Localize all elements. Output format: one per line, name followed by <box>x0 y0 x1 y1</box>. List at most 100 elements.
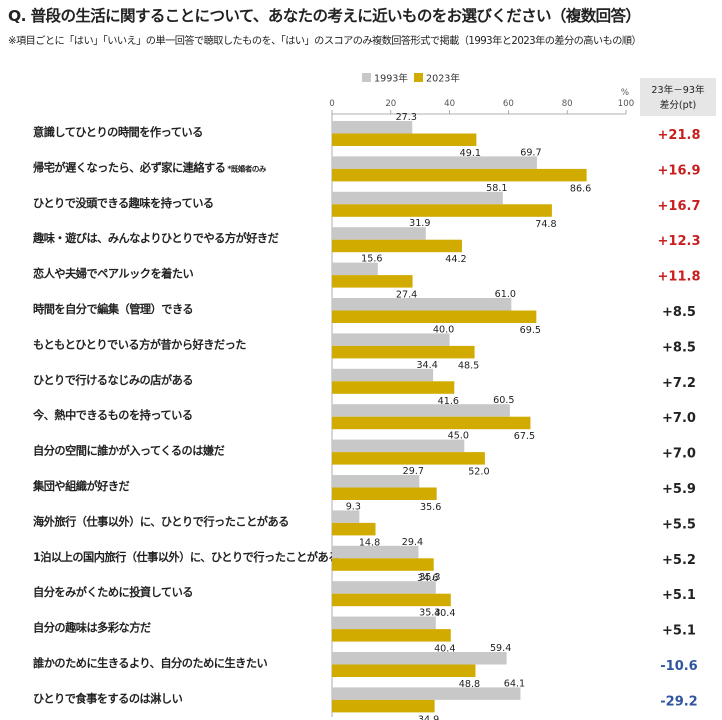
bar-2023 <box>332 558 434 571</box>
value-label-1993: 35.3 <box>419 572 440 583</box>
category-label: 時間を自分で編集（管理）できる <box>33 302 193 316</box>
legend: 1993年 2023年 <box>362 73 460 85</box>
chart-row: 趣味・遊びは、みんなよりひとりでやる方が好きだ 31.9 44.2 +12.3 <box>32 218 700 265</box>
chart-row: 誰かのために生きるより、自分のために生きたい 59.4 48.8 -10.6 <box>33 643 698 690</box>
category-note: *既婚者のみ <box>227 163 266 173</box>
category-label: 集団や組織が好きだ <box>32 479 130 493</box>
bar-1993 <box>332 368 434 382</box>
x-tick-label: 20 <box>385 99 396 109</box>
value-label-1993: 34.4 <box>416 360 437 371</box>
x-tick-label: 0 <box>329 99 334 109</box>
diff-value: +16.9 <box>658 163 701 178</box>
value-label-1993: 64.1 <box>504 678 525 689</box>
category-label: ひとりで食事をするのは淋しい <box>33 691 183 705</box>
value-label-1993: 9.3 <box>346 501 361 512</box>
diff-header-bg <box>640 78 716 116</box>
bar-2023 <box>332 204 552 217</box>
value-label-1993: 31.9 <box>409 218 430 229</box>
value-label-2023: 34.9 <box>418 714 439 720</box>
chart-row: 1泊以上の国内旅行（仕事以外）に、ひとりで行ったことがある 29.4 34.6 +5.… <box>33 537 696 584</box>
legend-swatch-1 <box>414 73 423 82</box>
value-label-1993: 69.7 <box>520 147 541 158</box>
chart-row: ひとりで食事をするのは淋しい 64.1 34.9 -29.2 <box>33 678 698 720</box>
bar-2023 <box>332 345 475 359</box>
x-unit-label: % <box>621 88 629 98</box>
category-label: もともとひとりでいる方が昔から好きだった <box>33 337 246 351</box>
diff-value: +5.9 <box>662 482 696 497</box>
diff-value: +7.0 <box>662 447 696 462</box>
diff-header-line1: 23年－93年 <box>651 84 705 96</box>
value-label-1993: 27.3 <box>396 112 417 123</box>
category-label: 1泊以上の国内旅行（仕事以外）に、ひとりで行ったことがある <box>33 550 339 564</box>
diff-value: +5.1 <box>662 588 696 603</box>
chart-row: ひとりで行けるなじみの店がある 34.4 41.6 +7.2 <box>33 360 696 407</box>
category-label: ひとりで没頭できる趣味を持っている <box>33 196 214 210</box>
bar-2023 <box>332 133 477 146</box>
diff-value: +16.7 <box>658 199 701 214</box>
diff-value: +5.5 <box>662 517 696 532</box>
category-label: 自分の趣味は多彩な方だ <box>33 621 151 635</box>
category-label: 誰かのために生きるより、自分のために生きたい <box>33 656 268 670</box>
chart-row: 集団や組織が好きだ 29.7 35.6 +5.9 <box>32 466 696 513</box>
value-label-2023: 67.5 <box>514 431 535 442</box>
diff-value: +11.8 <box>658 270 701 285</box>
value-label-2023: 14.8 <box>359 537 380 548</box>
value-label-2023: 49.1 <box>460 148 481 159</box>
chart-rows: 意識してひとりの時間を作っている 27.3 49.1 +21.8 帰宅が遅くなったら、必… <box>32 112 700 720</box>
bar-1993 <box>332 121 413 134</box>
category-label: 趣味・遊びは、みんなよりひとりでやる方が好きだ <box>32 231 279 245</box>
bar-1993 <box>332 404 510 417</box>
value-label-2023: 35.6 <box>420 502 441 513</box>
x-tick-label: 40 <box>444 99 455 109</box>
bar-1993 <box>332 156 537 169</box>
bar-2023 <box>332 629 451 642</box>
diff-value: +7.0 <box>662 411 696 426</box>
value-label-2023: 40.4 <box>434 608 455 619</box>
bar-2023 <box>332 381 455 394</box>
chart-row: 今、熱中できるものを持っている 60.5 67.5 +7.0 <box>32 395 696 442</box>
bar-1993 <box>332 439 465 453</box>
bar-1993 <box>332 510 360 523</box>
chart-row: 帰宅が遅くなったら、必ず家に連絡する *既婚者のみ 69.7 86.6 +16.9 <box>33 147 700 194</box>
bar-1993 <box>332 298 512 311</box>
category-label: 海外旅行（仕事以外）に、ひとりで行ったことがある <box>33 514 289 528</box>
diff-value: +8.5 <box>662 305 696 320</box>
chart-row: 自分の空間に誰かが入ってくるのは嫌だ 45.0 52.0 +7.0 <box>33 431 696 478</box>
diff-value: +21.8 <box>658 128 701 143</box>
diff-value: +7.2 <box>662 376 696 391</box>
chart-row: 時間を自分で編集（管理）できる 61.0 69.5 +8.5 <box>33 289 696 336</box>
category-label: 自分の空間に誰かが入ってくるのは嫌だ <box>33 444 225 458</box>
diff-header-line2: 差分(pt) <box>660 99 697 111</box>
diff-value: +5.1 <box>662 624 696 639</box>
x-tick-label: 80 <box>562 99 573 109</box>
question-title: Q. 普段の生活に関することについて、あなたの考えに近いものをお選びください（複… <box>8 7 641 25</box>
bar-1993 <box>332 262 378 276</box>
diff-value: +5.2 <box>662 553 696 568</box>
question-note: ※項目ごとに「はい」「いいえ」の単一回答で聴取したものを、「はい」のスコアのみ複… <box>8 36 642 47</box>
category-label: 意識してひとりの時間を作っている <box>33 125 203 139</box>
value-label-2023: 34.6 <box>417 573 438 584</box>
diff-value: +8.5 <box>662 340 696 355</box>
value-label-1993: 58.1 <box>486 183 507 194</box>
bar-1993 <box>332 652 507 665</box>
category-label: 恋人や夫婦でペアルックを着たい <box>33 267 194 281</box>
legend-swatch-0 <box>362 73 371 82</box>
value-label-2023: 27.4 <box>396 290 417 301</box>
value-label-1993: 40.0 <box>433 324 454 335</box>
chart-row: 意識してひとりの時間を作っている 27.3 49.1 +21.8 <box>33 112 700 159</box>
bar-1993 <box>332 227 426 240</box>
category-label: ひとりで行けるなじみの店がある <box>33 373 193 387</box>
chart-row: 恋人や夫婦でペアルックを着たい 15.6 27.4 +11.8 <box>33 254 700 301</box>
bar-2023 <box>332 416 531 430</box>
bar-2023 <box>332 487 437 500</box>
value-label-2023: 48.8 <box>459 679 480 690</box>
value-label-2023: 48.5 <box>458 360 479 371</box>
value-label-2023: 86.6 <box>570 183 591 194</box>
chart-row: 海外旅行（仕事以外）に、ひとりで行ったことがある 9.3 14.8 +5.5 <box>33 501 696 548</box>
bar-2023 <box>332 593 451 607</box>
x-tick-label: 100 <box>618 99 634 109</box>
bar-2023 <box>332 239 462 253</box>
